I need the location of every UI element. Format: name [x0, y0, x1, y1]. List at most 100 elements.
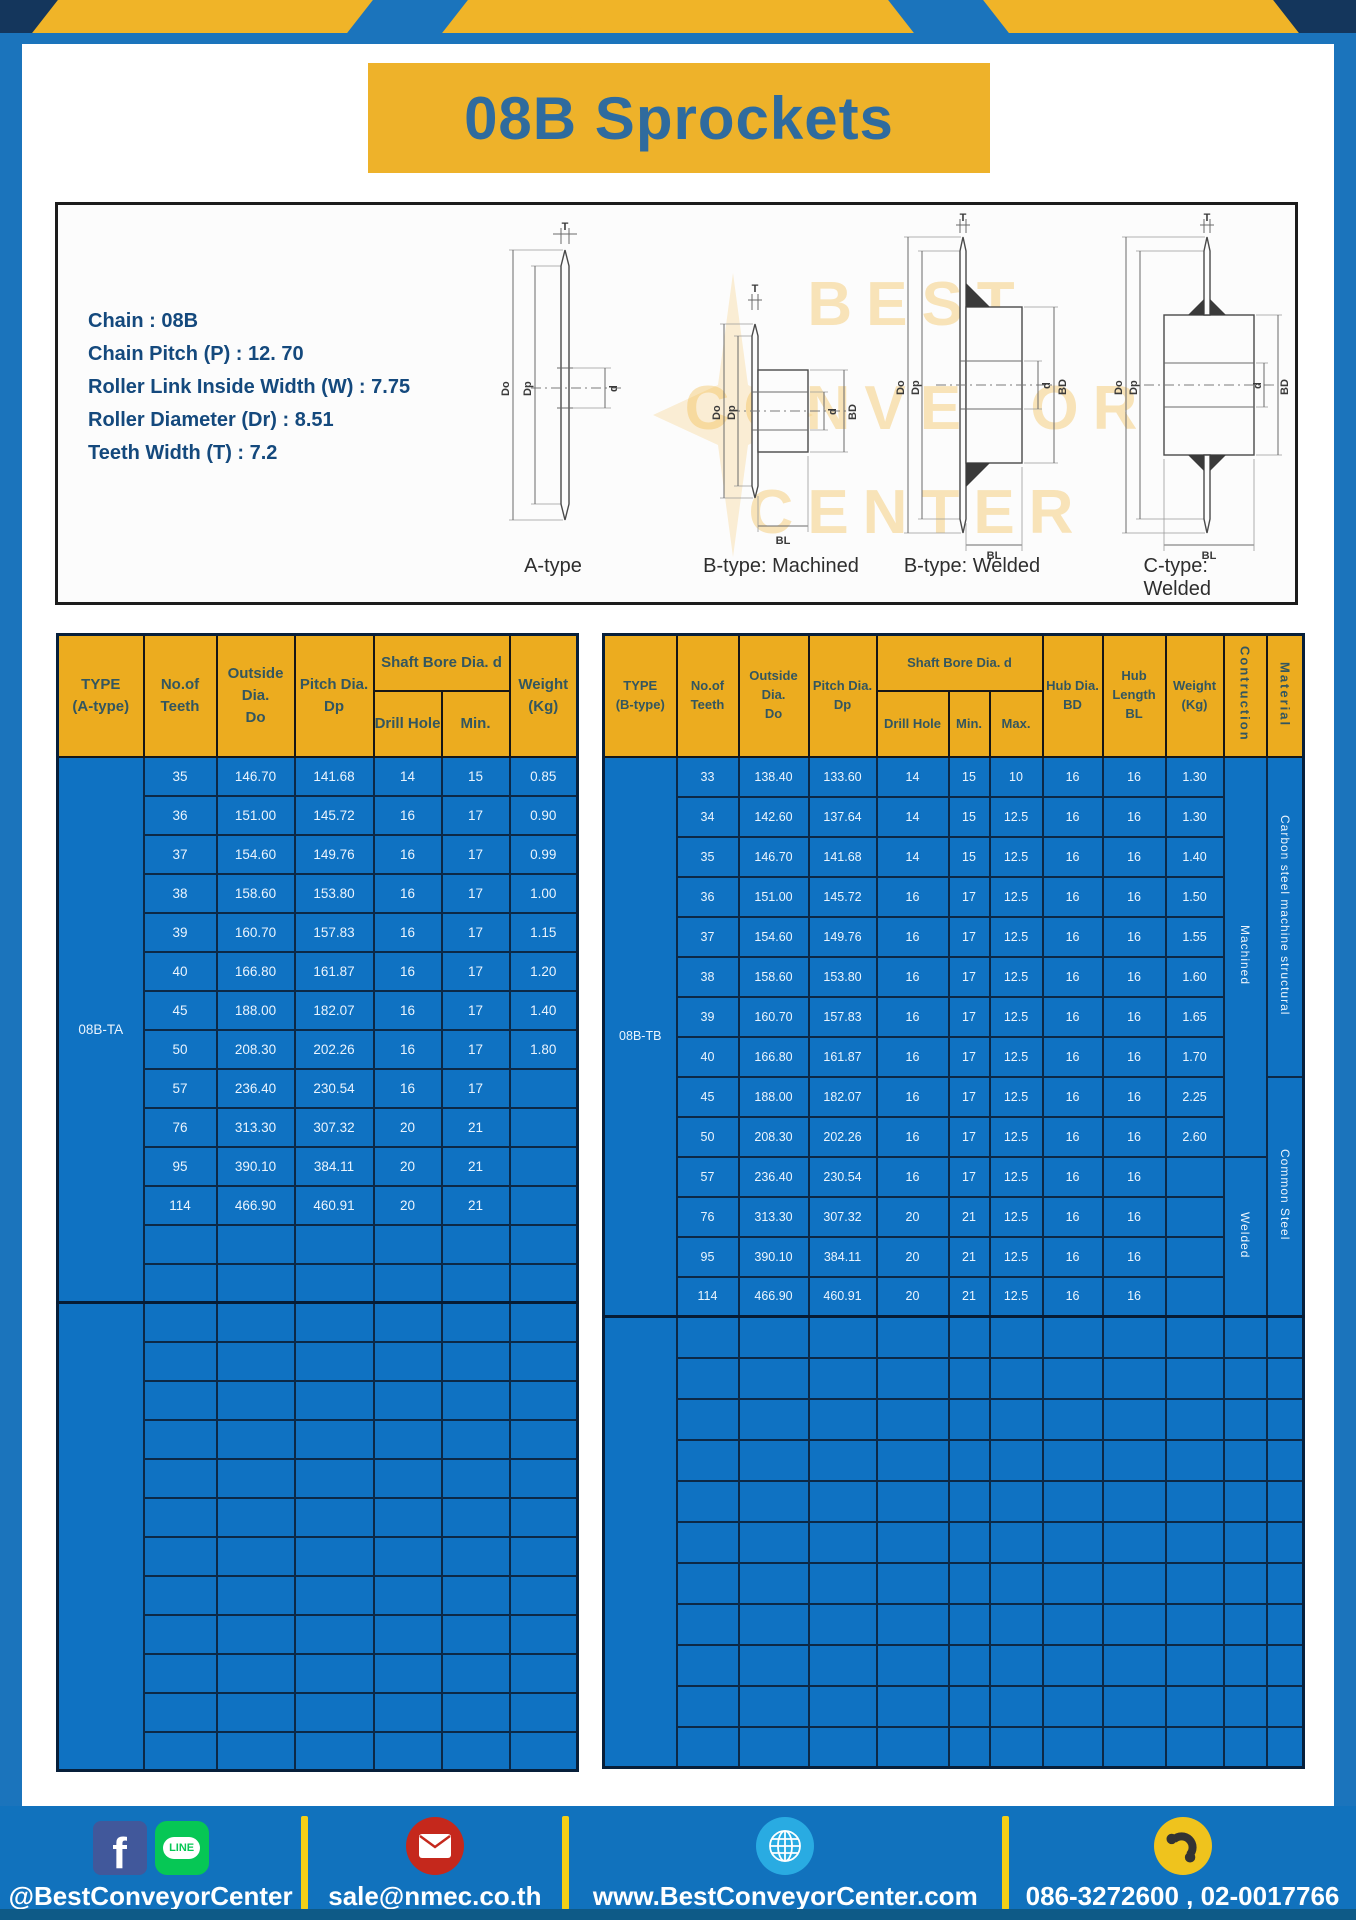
construction-cell: Machined [1222, 755, 1268, 1158]
table-cell [947, 1315, 991, 1359]
dim-label: T [1204, 212, 1211, 224]
table-cell: 460.91 [807, 1275, 878, 1318]
table-cell [215, 1340, 296, 1382]
table-cell: 0.99 [508, 833, 579, 875]
table-cell: 50 [675, 1115, 740, 1158]
email-address: sale@nmec.co.th [328, 1881, 542, 1911]
col-header-max: Max. [988, 689, 1044, 758]
table-cell: 20 [875, 1235, 950, 1278]
table-cell [508, 1574, 579, 1616]
table-cell [508, 1379, 579, 1421]
table-cell [875, 1643, 950, 1687]
dim-label: BL [776, 535, 791, 547]
footer-separator [301, 1816, 309, 1910]
col-header-construction: Contruction [1222, 633, 1268, 758]
table-cell: 16 [1041, 1235, 1104, 1278]
spec-line: Roller Link Inside Width (W) : 7.75 [88, 376, 411, 398]
table-cell [737, 1561, 810, 1605]
table-cell: 149.76 [293, 833, 375, 875]
table-cell: 95 [675, 1235, 740, 1278]
table-cell [142, 1613, 218, 1655]
table-cell: 141.68 [807, 835, 878, 878]
b-type-spec-table: TYPE (B-type) No.of Teeth Outside Dia. Do Pi… [602, 633, 1306, 1769]
type-label-b-welded: B-type: Welded [903, 555, 1041, 577]
col-header-outside-dia: Outside Dia. Do [215, 633, 296, 758]
table-cell [737, 1356, 810, 1400]
table-cell: 16 [372, 833, 443, 875]
table-cell [142, 1262, 218, 1304]
table-cell [988, 1602, 1044, 1646]
table-cell [142, 1379, 218, 1421]
dim-label: d [608, 385, 620, 392]
table-cell: 16 [1041, 1155, 1104, 1198]
table-cell [1265, 1479, 1305, 1523]
table-cell: 35 [142, 755, 218, 797]
table-cell [1222, 1397, 1268, 1441]
table-cell [988, 1397, 1044, 1441]
yellow-stripe-right-2 [983, 0, 1324, 33]
table-cell [1164, 1315, 1225, 1359]
col-header-min: Min. [440, 689, 511, 758]
table-cell: 313.30 [737, 1195, 810, 1238]
table-cell: 10 [988, 755, 1044, 798]
table-row [58, 1535, 579, 1577]
table-cell [675, 1520, 740, 1564]
col-header-drill-hole: Drill Hole [372, 689, 443, 758]
table-cell [1101, 1561, 1167, 1605]
table-row [58, 1652, 579, 1694]
table-cell: 137.64 [807, 795, 878, 838]
material-cell: Common Steel [1265, 1075, 1305, 1318]
table-cell [1265, 1315, 1305, 1359]
table-row: 76 313.30 307.32 20 21 12.5 16 16 [604, 1195, 1304, 1238]
table-cell [372, 1301, 443, 1343]
table-cell: 40 [142, 950, 218, 992]
table-cell [947, 1479, 991, 1523]
col-header-shaft-bore: Shaft Bore Dia. d [875, 633, 1044, 692]
table-cell [1265, 1520, 1305, 1564]
table-cell: 16 [1041, 1035, 1104, 1078]
table-cell [807, 1520, 878, 1564]
footer-website-section: www.BestConveyorCenter.com [569, 1806, 1002, 1920]
table-cell: 16 [875, 875, 950, 918]
table-cell [1164, 1195, 1225, 1238]
facebook-letter: f [112, 1829, 127, 1879]
table-cell: 39 [142, 911, 218, 953]
table-cell [142, 1574, 218, 1616]
facebook-icon: f [92, 1821, 147, 1879]
table-row [58, 1691, 579, 1733]
type-cell: 08B-TB [602, 755, 678, 1318]
table-cell: 37 [675, 915, 740, 958]
table-cell [875, 1520, 950, 1564]
table-cell [215, 1223, 296, 1265]
table-cell [372, 1535, 443, 1577]
table-cell [372, 1613, 443, 1655]
table-cell [293, 1535, 375, 1577]
table-cell: 154.60 [215, 833, 296, 875]
table-cell: 133.60 [807, 755, 878, 798]
table-row [58, 1340, 579, 1382]
table-cell: 390.10 [737, 1235, 810, 1278]
table-cell: 157.83 [807, 995, 878, 1038]
table-cell: 182.07 [807, 1075, 878, 1118]
table-cell: 34 [675, 795, 740, 838]
phone-numbers: 086-3272600 , 02-0017766 [1025, 1881, 1340, 1911]
table-row: 40 166.80 161.87 16 17 1.20 [58, 950, 579, 992]
table-cell [215, 1691, 296, 1733]
col-header-material: Material [1265, 633, 1305, 758]
table-cell [1101, 1315, 1167, 1359]
table-cell: 141.68 [293, 755, 375, 797]
table-cell [1041, 1684, 1104, 1728]
table-cell: 16 [1101, 1195, 1167, 1238]
table-cell [293, 1574, 375, 1616]
table-cell [737, 1438, 810, 1482]
table-cell: 17 [440, 911, 511, 953]
table-cell: 21 [440, 1145, 511, 1187]
table-cell: 16 [875, 955, 950, 998]
table-cell: 21 [947, 1235, 991, 1278]
table-cell [1041, 1438, 1104, 1482]
table-row: 50 208.30 202.26 16 17 12.5 16 16 2.60 [604, 1115, 1304, 1158]
table-row [604, 1479, 1305, 1523]
table-cell: 153.80 [807, 955, 878, 998]
table-cell: 17 [440, 989, 511, 1031]
dim-label: Do [500, 381, 512, 396]
